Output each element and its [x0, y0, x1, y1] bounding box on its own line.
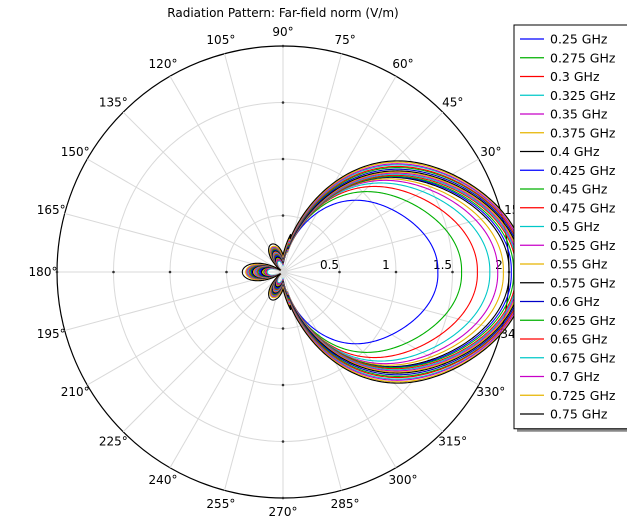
angle-tick-label: 150° — [61, 145, 90, 159]
legend-entry-1: 0.275 GHz — [550, 50, 616, 65]
angular-grid-line-23 — [282, 271, 502, 331]
angle-tick-label: 315° — [438, 435, 467, 449]
radial-tick-mark — [281, 157, 285, 161]
angular-grid-line-1 — [282, 213, 502, 273]
radial-tick-label: 0.5 — [320, 258, 339, 272]
radial-tick-mark — [281, 383, 285, 387]
angular-grid-line-4 — [282, 76, 397, 273]
legend-entry-0: 0.25 GHz — [550, 32, 608, 47]
series-line-11 — [254, 172, 519, 372]
legend-entry-5: 0.375 GHz — [550, 125, 616, 140]
radial-tick-mark — [225, 270, 228, 274]
angular-grid-line-14 — [87, 271, 284, 386]
legend-entry-8: 0.45 GHz — [550, 182, 608, 197]
legend-entry-19: 0.725 GHz — [550, 388, 616, 403]
legend-entry-13: 0.575 GHz — [550, 275, 616, 290]
radial-tick-mark — [451, 270, 454, 274]
series-line-1 — [263, 191, 463, 353]
radial-tick-label: 1 — [382, 258, 390, 272]
legend-entry-2: 0.3 GHz — [550, 69, 600, 84]
angle-tick-label: 30° — [480, 145, 501, 159]
angle-tick-label: 60° — [392, 57, 413, 71]
radial-tick-mark — [338, 270, 341, 274]
angular-grid-line-7 — [224, 53, 284, 273]
legend-entry-4: 0.35 GHz — [550, 107, 608, 122]
series-line-12 — [253, 171, 520, 373]
angle-tick-label: 285° — [331, 497, 360, 511]
legend-entry-9: 0.475 GHz — [550, 200, 616, 215]
angular-grid-line-10 — [87, 158, 284, 273]
series-line-17 — [247, 164, 525, 380]
legend-entry-14: 0.6 GHz — [550, 294, 600, 309]
radial-tick-mark — [281, 44, 285, 48]
angle-tick-label: 105° — [206, 33, 235, 47]
radial-tick-label: 2 — [495, 258, 503, 272]
series-line-18 — [246, 163, 525, 381]
angle-tick-label: 300° — [389, 473, 418, 487]
angle-tick-label: 45° — [442, 95, 463, 109]
radial-tick-mark — [281, 214, 285, 217]
series-line-15 — [249, 167, 524, 377]
series-line-16 — [248, 165, 524, 379]
angle-tick-label: 135° — [99, 95, 128, 109]
series-line-10 — [255, 173, 518, 371]
radial-tick-mark — [168, 270, 172, 274]
radial-tick-mark — [55, 270, 59, 274]
angle-tick-label: 120° — [149, 57, 178, 71]
chart-title: Radiation Pattern: Far-field norm (V/m) — [167, 6, 398, 20]
series-line-20 — [241, 160, 526, 384]
angular-grid-line-15 — [122, 271, 284, 433]
series-line-0 — [259, 199, 439, 345]
legend-entry-11: 0.525 GHz — [550, 238, 616, 253]
radial-tick-mark — [112, 270, 115, 274]
legend-entry-6: 0.4 GHz — [550, 144, 600, 159]
angular-grid-line-8 — [169, 76, 284, 273]
legend-entry-7: 0.425 GHz — [550, 163, 616, 178]
radial-tick-mark — [281, 101, 285, 104]
angle-tick-label: 210° — [61, 385, 90, 399]
legend-entry-17: 0.675 GHz — [550, 350, 616, 365]
angle-tick-label: 90° — [272, 25, 293, 39]
angle-tick-label: 255° — [206, 497, 235, 511]
radial-tick-mark — [281, 327, 285, 330]
legend-entry-3: 0.325 GHz — [550, 88, 616, 103]
radial-tick-mark — [281, 496, 285, 500]
angle-tick-label: 180° — [29, 265, 58, 279]
series-line-13 — [251, 170, 521, 374]
angle-tick-label: 195° — [37, 327, 66, 341]
legend-entry-15: 0.625 GHz — [550, 313, 616, 328]
angle-tick-label: 330° — [476, 385, 505, 399]
angle-tick-label: 270° — [269, 505, 298, 519]
angle-tick-label: 240° — [149, 473, 178, 487]
legend-entry-18: 0.7 GHz — [550, 369, 600, 384]
angular-grid-line-13 — [64, 271, 284, 331]
angular-grid-line-16 — [169, 271, 284, 468]
angular-grid-line-9 — [122, 111, 284, 273]
angular-grid-line-20 — [282, 271, 397, 468]
angle-tick-label: 165° — [37, 203, 66, 217]
angular-grid-line-11 — [64, 213, 284, 273]
legend-entry-20: 0.75 GHz — [550, 407, 608, 422]
legend-entry-16: 0.65 GHz — [550, 332, 608, 347]
series-group — [241, 160, 526, 384]
polar-grid: 0°15°30°45°60°75°90°105°120°135°150°165°… — [29, 25, 530, 519]
angular-grid-line-17 — [224, 271, 284, 491]
angle-tick-label: 75° — [334, 33, 355, 47]
legend-entry-12: 0.55 GHz — [550, 257, 608, 272]
series-line-19 — [245, 161, 526, 383]
angle-tick-label: 225° — [99, 435, 128, 449]
radial-tick-mark — [394, 270, 398, 274]
radial-tick-label: 1.5 — [433, 258, 452, 272]
legend-entry-10: 0.5 GHz — [550, 219, 600, 234]
series-line-14 — [250, 168, 523, 376]
legend: 0.25 GHz 0.275 GHz 0.3 GHz 0.325 GHz 0.35 GH… — [513, 24, 627, 432]
radial-tick-mark — [281, 440, 285, 443]
